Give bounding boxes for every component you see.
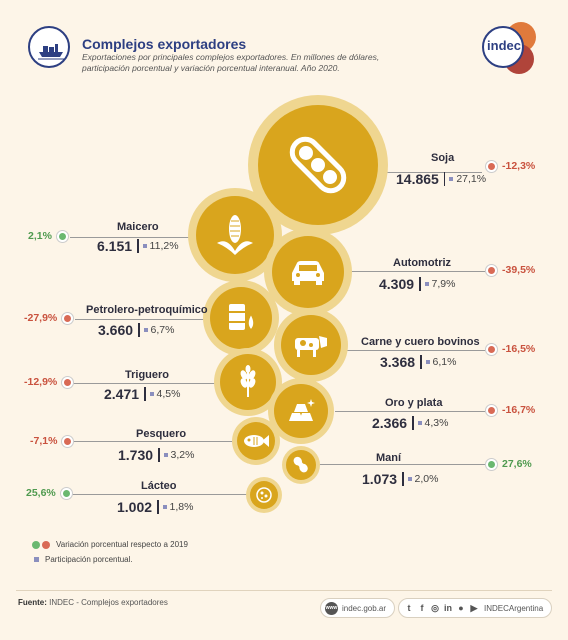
variation-soja: -12,3% [486, 160, 535, 172]
value-row-soja: 14.865 27,1% [396, 171, 486, 187]
page-subtitle: Exportaciones por principales complejos … [82, 52, 380, 73]
share-oro: 4,3% [424, 417, 449, 429]
value-pesquero: 1.730 [118, 447, 154, 463]
variation-automotriz: -39,5% [486, 264, 535, 276]
share-soja: 27,1% [456, 173, 487, 185]
peanut-icon [293, 456, 308, 473]
bubble-automotriz [264, 228, 352, 316]
bubble-oro [268, 378, 334, 444]
variation-mani: 27,6% [486, 458, 532, 470]
value-lacteo: 1.002 [117, 499, 153, 515]
leader-line-petrolero [75, 319, 210, 320]
value-row-petrolero: 3.660 6,7% [98, 322, 174, 338]
label-automotriz: Automotriz [393, 257, 452, 269]
leader-line-automotriz [345, 271, 485, 272]
bubble-triguero [214, 348, 282, 416]
value-maicero: 6.151 [97, 238, 133, 254]
oil-barrel-icon [229, 304, 255, 332]
fish-icon [244, 435, 269, 447]
globe-icon: www [325, 601, 338, 615]
facebook-icon[interactable]: f [420, 603, 424, 613]
twitter-icon[interactable]: t [407, 603, 411, 613]
share-pesquero: 3,2% [170, 449, 195, 461]
website-link[interactable]: www indec.gob.ar [320, 598, 396, 618]
value-row-automotriz: 4.309 7,9% [379, 276, 455, 292]
bubble-lacteo [246, 477, 282, 513]
label-lacteo: Lácteo [141, 480, 177, 492]
social-links[interactable]: t f ◎ in ● ▶ INDECArgentina [398, 598, 553, 618]
label-mani: Maní [376, 452, 402, 464]
youtube-icon[interactable]: ▶ [470, 602, 478, 613]
share-maicero: 11,2% [149, 240, 179, 252]
share-petrolero: 6,7% [150, 324, 175, 336]
value-automotriz: 4.309 [379, 276, 415, 292]
variation-carne: -16,5% [486, 343, 535, 355]
value-row-lacteo: 1.002 1,8% [117, 499, 193, 515]
cow-icon [295, 336, 327, 357]
value-row-maicero: 6.151 11,2% [97, 238, 179, 254]
corn-icon [217, 215, 253, 255]
value-oro: 2.366 [372, 415, 408, 431]
spotify-icon[interactable]: ● [458, 603, 464, 613]
leader-line-triguero [70, 383, 220, 384]
gold-bars-icon [289, 399, 315, 421]
variation-maicero: 2,1% [28, 230, 68, 242]
leader-line-carne [345, 350, 485, 351]
share-automotriz: 7,9% [431, 278, 456, 290]
label-petrolero: Petrolero-petroquímico [86, 304, 208, 316]
variation-oro: -16,7% [486, 404, 535, 416]
value-row-triguero: 2.471 4,5% [104, 386, 180, 402]
value-row-carne: 3.368 6,1% [380, 354, 456, 370]
page-title: Complejos exportadores [82, 36, 247, 52]
bubble-mani [282, 446, 320, 484]
share-mani: 2,0% [414, 473, 439, 485]
bubble-pesquero [232, 417, 280, 465]
instagram-icon[interactable]: ◎ [431, 602, 439, 613]
label-oro: Oro y plata [385, 397, 443, 409]
leader-line-lacteo [70, 494, 250, 495]
leader-line-mani [318, 464, 485, 465]
share-triguero: 4,5% [156, 388, 181, 400]
label-triguero: Triguero [125, 369, 170, 381]
legend-share: Participación porcentual. [34, 555, 133, 564]
value-soja: 14.865 [396, 171, 439, 187]
variation-triguero: -12,9% [24, 376, 74, 388]
leader-line-maicero [70, 237, 200, 238]
source-note: Fuente: INDEC - Complejos exportadores [18, 598, 168, 607]
label-carne: Carne y cuero bovinos [361, 336, 480, 348]
variation-petrolero: -27,9% [24, 312, 74, 324]
footer-divider [16, 590, 552, 591]
label-maicero: Maicero [117, 221, 159, 233]
bubble-petrolero [203, 280, 279, 356]
variation-pesquero: -7,1% [30, 435, 74, 447]
value-mani: 1.073 [362, 471, 398, 487]
wheat-icon [240, 365, 256, 397]
bubble-carne [274, 308, 348, 382]
ship-icon [28, 26, 70, 68]
variation-lacteo: 25,6% [26, 487, 72, 499]
logo-text: indec [487, 38, 521, 53]
indec-logo: indec [480, 22, 540, 74]
dairy-icon [256, 487, 272, 503]
legend-variation: Variación porcentual respecto a 2019 [32, 540, 188, 549]
label-pesquero: Pesquero [136, 428, 187, 440]
leader-line-soja [382, 172, 482, 173]
share-lacteo: 1,8% [169, 501, 194, 513]
car-icon [292, 261, 324, 285]
label-soja: Soja [431, 152, 455, 164]
value-carne: 3.368 [380, 354, 416, 370]
share-marker [449, 177, 454, 181]
value-row-oro: 2.366 4,3% [372, 415, 448, 431]
bubble-maicero [188, 188, 282, 282]
value-row-mani: 1.073 2,0% [362, 471, 438, 487]
linkedin-icon[interactable]: in [444, 603, 452, 613]
leader-line-pesquero [70, 441, 235, 442]
soybean-icon [289, 136, 347, 194]
value-petrolero: 3.660 [98, 322, 134, 338]
leader-line-oro [335, 411, 485, 412]
value-triguero: 2.471 [104, 386, 140, 402]
value-row-pesquero: 1.730 3,2% [118, 447, 194, 463]
share-carne: 6,1% [432, 356, 457, 368]
